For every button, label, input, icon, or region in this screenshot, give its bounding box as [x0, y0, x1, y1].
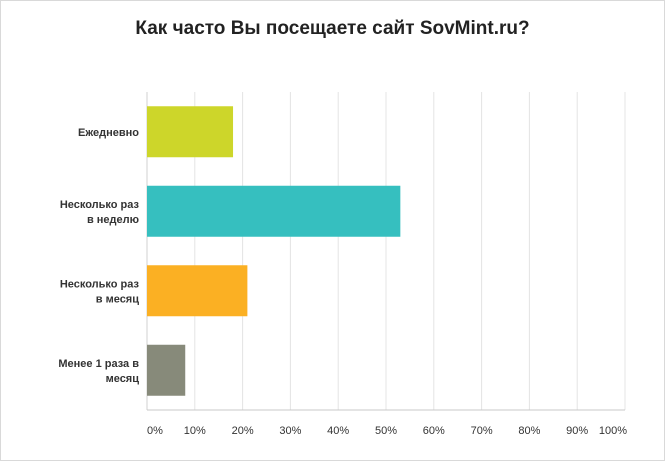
bar — [147, 185, 401, 237]
tick-label: 30% — [279, 425, 301, 437]
category-label: в неделю — [87, 214, 139, 226]
bar — [147, 265, 248, 317]
tick-label: 60% — [423, 425, 445, 437]
tick-labels: 0% 10% 20% 30% 40% 50% 60% 70% 80% 90% 100% — [147, 425, 627, 437]
tick-label: 10% — [184, 425, 206, 437]
bar — [147, 344, 186, 396]
category-label: Ежедневно — [78, 127, 139, 139]
tick-label: 70% — [471, 425, 493, 437]
bars — [147, 106, 401, 396]
category-label: в месяц — [96, 293, 139, 305]
tick-label: 0% — [147, 425, 163, 437]
category-label: Несколько раз — [60, 278, 140, 290]
category-label: месяц — [106, 373, 140, 385]
category-labels: Ежедневно Несколько раз в неделю Несколько … — [58, 127, 139, 385]
tick-label: 80% — [518, 425, 540, 437]
gridlines — [146, 92, 626, 410]
bar — [147, 106, 234, 158]
tick-label: 40% — [327, 425, 349, 437]
tick-label: 100% — [599, 425, 627, 437]
category-label: Менее 1 раза в — [58, 358, 139, 370]
category-label: Несколько раз — [60, 199, 140, 211]
tick-label: 50% — [375, 425, 397, 437]
tick-label: 90% — [566, 425, 588, 437]
tick-label: 20% — [232, 425, 254, 437]
chart-title: Как часто Вы посещаете сайт SovMint.ru? — [135, 18, 530, 39]
